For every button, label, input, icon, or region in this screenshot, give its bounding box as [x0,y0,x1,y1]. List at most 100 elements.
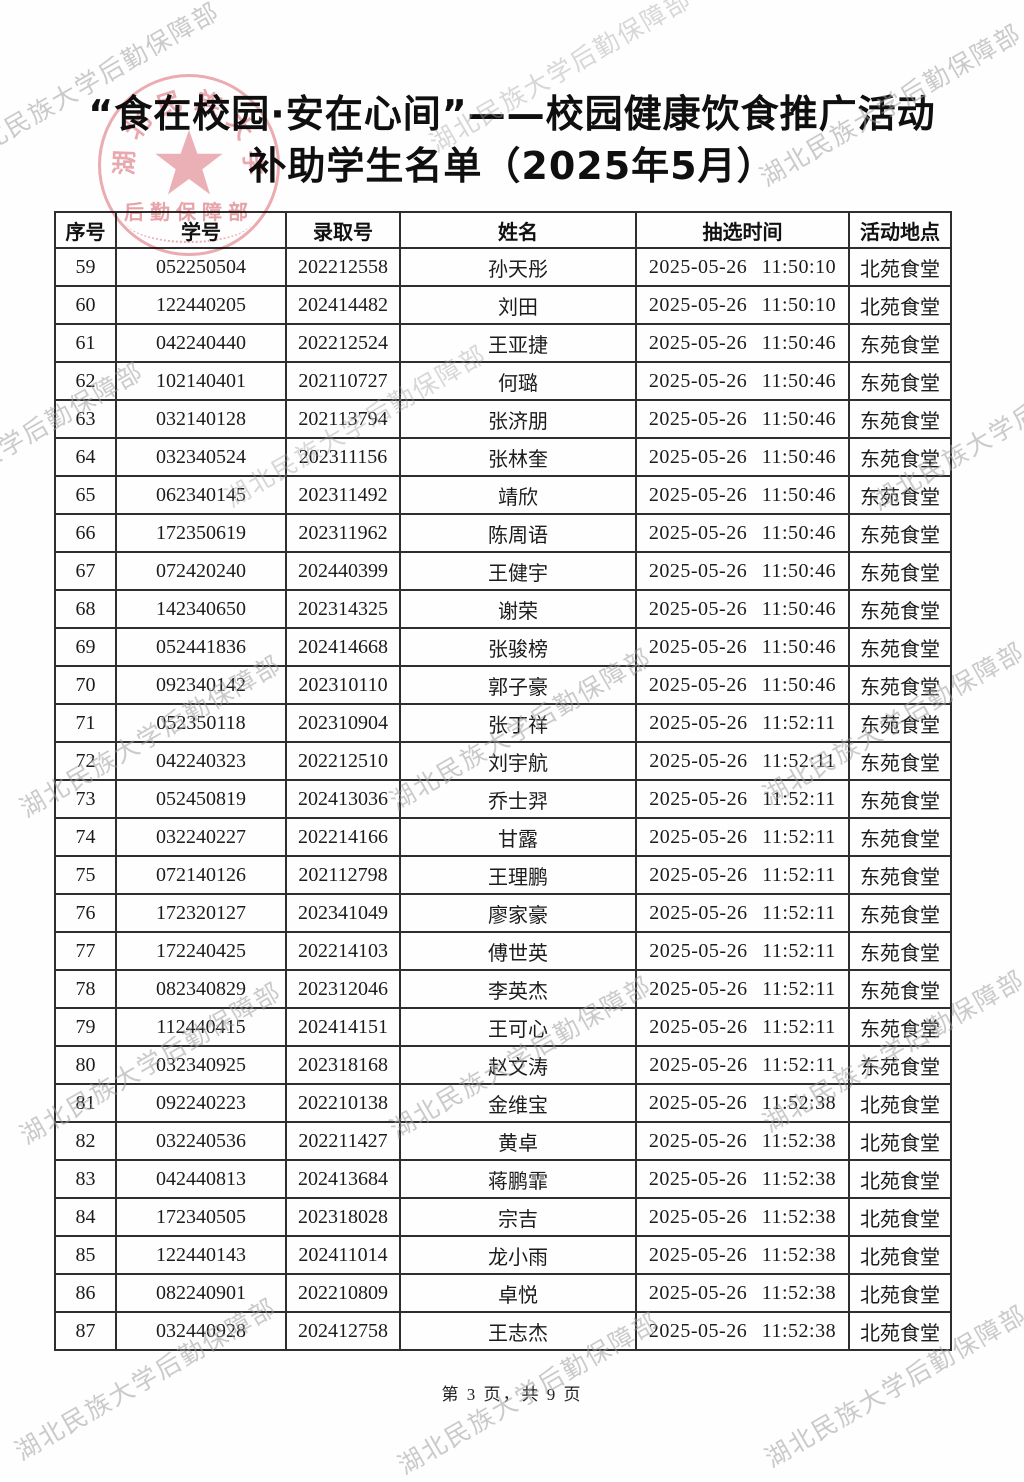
cell-admission-no: 202210138 [285,1083,401,1123]
cell-location: 北苑食堂 [848,1159,952,1199]
cell-index: 75 [54,855,117,895]
cell-draw-time: 2025-05-26 11:50:46 [635,323,850,363]
cell-draw-time: 2025-05-26 11:50:46 [635,513,850,553]
cell-student-id: 172240425 [115,931,287,971]
cell-admission-no: 202341049 [285,893,401,933]
cell-admission-no: 202440399 [285,551,401,591]
cell-name: 陈周语 [399,513,637,553]
cell-name: 刘宇航 [399,741,637,781]
cell-name: 何璐 [399,361,637,401]
cell-draw-time: 2025-05-26 11:52:11 [635,817,850,857]
cell-name: 李英杰 [399,969,637,1009]
cell-admission-no: 202414151 [285,1007,401,1047]
cell-draw-time: 2025-05-26 11:52:11 [635,703,850,743]
cell-admission-no: 202113794 [285,399,401,439]
cell-student-id: 082240901 [115,1273,287,1313]
cell-name: 王可心 [399,1007,637,1047]
table-row: 80 032340925 202318168 赵文涛 2025-05-26 11:52:… [54,1045,952,1085]
cell-draw-time: 2025-05-26 11:52:38 [635,1273,850,1313]
cell-student-id: 042440813 [115,1159,287,1199]
cell-index: 80 [54,1045,117,1085]
cell-draw-time: 2025-05-26 11:52:11 [635,969,850,1009]
table-row: 70 092340142 202310110 郭子豪 2025-05-26 11:50:… [54,665,952,705]
cell-index: 87 [54,1311,117,1351]
cell-admission-no: 202212558 [285,247,401,287]
cell-location: 东苑食堂 [848,551,952,591]
cell-location: 东苑食堂 [848,817,952,857]
table-row: 76 172320127 202341049 廖家豪 2025-05-26 11:52:… [54,893,952,933]
cell-draw-time: 2025-05-26 11:52:38 [635,1235,850,1275]
cell-location: 北苑食堂 [848,1197,952,1237]
cell-admission-no: 202314325 [285,589,401,629]
cell-admission-no: 202414482 [285,285,401,325]
col-header-name: 姓名 [399,211,637,249]
table-row: 71 052350118 202310904 张丁祥 2025-05-26 11:52:… [54,703,952,743]
cell-draw-time: 2025-05-26 11:52:38 [635,1083,850,1123]
table-row: 83 042440813 202413684 蒋鹏霏 2025-05-26 11:52:… [54,1159,952,1199]
table-row: 69 052441836 202414668 张骏榜 2025-05-26 11:50:… [54,627,952,667]
cell-admission-no: 202311492 [285,475,401,515]
table-row: 65 062340145 202311492 靖欣 2025-05-26 11:50:4… [54,475,952,515]
cell-admission-no: 202310110 [285,665,401,705]
cell-student-id: 172350619 [115,513,287,553]
cell-index: 66 [54,513,117,553]
cell-name: 赵文涛 [399,1045,637,1085]
cell-student-id: 112440415 [115,1007,287,1047]
table-row: 86 082240901 202210809 卓悦 2025-05-26 11:52:3… [54,1273,952,1313]
cell-admission-no: 202413684 [285,1159,401,1199]
cell-index: 86 [54,1273,117,1313]
cell-name: 王理鹏 [399,855,637,895]
cell-name: 王亚捷 [399,323,637,363]
cell-student-id: 032140128 [115,399,287,439]
cell-admission-no: 202318168 [285,1045,401,1085]
cell-location: 东苑食堂 [848,703,952,743]
cell-name: 宗吉 [399,1197,637,1237]
cell-index: 72 [54,741,117,781]
cell-index: 59 [54,247,117,287]
cell-index: 76 [54,893,117,933]
table-header-row: 序号 学号 录取号 姓名 抽选时间 活动地点 [54,211,952,249]
cell-location: 东苑食堂 [848,1045,952,1085]
table-row: 77 172240425 202214103 傅世英 2025-05-26 11:52:… [54,931,952,971]
cell-student-id: 072420240 [115,551,287,591]
cell-student-id: 042240323 [115,741,287,781]
table-row: 85 122440143 202411014 龙小雨 2025-05-26 11:52:… [54,1235,952,1275]
cell-draw-time: 2025-05-26 11:52:11 [635,855,850,895]
cell-location: 东苑食堂 [848,437,952,477]
cell-location: 东苑食堂 [848,855,952,895]
cell-student-id: 102140401 [115,361,287,401]
table-row: 74 032240227 202214166 甘露 2025-05-26 11:52:1… [54,817,952,857]
table-row: 78 082340829 202312046 李英杰 2025-05-26 11:52:… [54,969,952,1009]
cell-draw-time: 2025-05-26 11:52:38 [635,1197,850,1237]
cell-student-id: 172320127 [115,893,287,933]
table-row: 59 052250504 202212558 孙天彤 2025-05-26 11:50:… [54,247,952,287]
cell-student-id: 032440928 [115,1311,287,1351]
cell-location: 北苑食堂 [848,1121,952,1161]
cell-location: 东苑食堂 [848,627,952,667]
cell-location: 东苑食堂 [848,665,952,705]
cell-location: 东苑食堂 [848,741,952,781]
cell-draw-time: 2025-05-26 11:50:46 [635,399,850,439]
cell-location: 北苑食堂 [848,1311,952,1351]
cell-index: 60 [54,285,117,325]
document-title-line2: 补助学生名单（2025年5月） [248,144,776,188]
cell-student-id: 032340925 [115,1045,287,1085]
cell-student-id: 062340145 [115,475,287,515]
cell-admission-no: 202311962 [285,513,401,553]
cell-index: 84 [54,1197,117,1237]
cell-draw-time: 2025-05-26 11:50:46 [635,589,850,629]
table-row: 73 052450819 202413036 乔士羿 2025-05-26 11:52:… [54,779,952,819]
cell-location: 北苑食堂 [848,247,952,287]
cell-draw-time: 2025-05-26 11:52:38 [635,1311,850,1351]
cell-location: 东苑食堂 [848,513,952,553]
cell-name: 张丁祥 [399,703,637,743]
cell-draw-time: 2025-05-26 11:52:11 [635,931,850,971]
cell-draw-time: 2025-05-26 11:50:10 [635,285,850,325]
col-header-student-id: 学号 [115,211,287,249]
cell-index: 62 [54,361,117,401]
col-header-admission-no: 录取号 [285,211,401,249]
cell-index: 83 [54,1159,117,1199]
table-row: 79 112440415 202414151 王可心 2025-05-26 11:52:… [54,1007,952,1047]
cell-student-id: 072140126 [115,855,287,895]
cell-student-id: 092340142 [115,665,287,705]
